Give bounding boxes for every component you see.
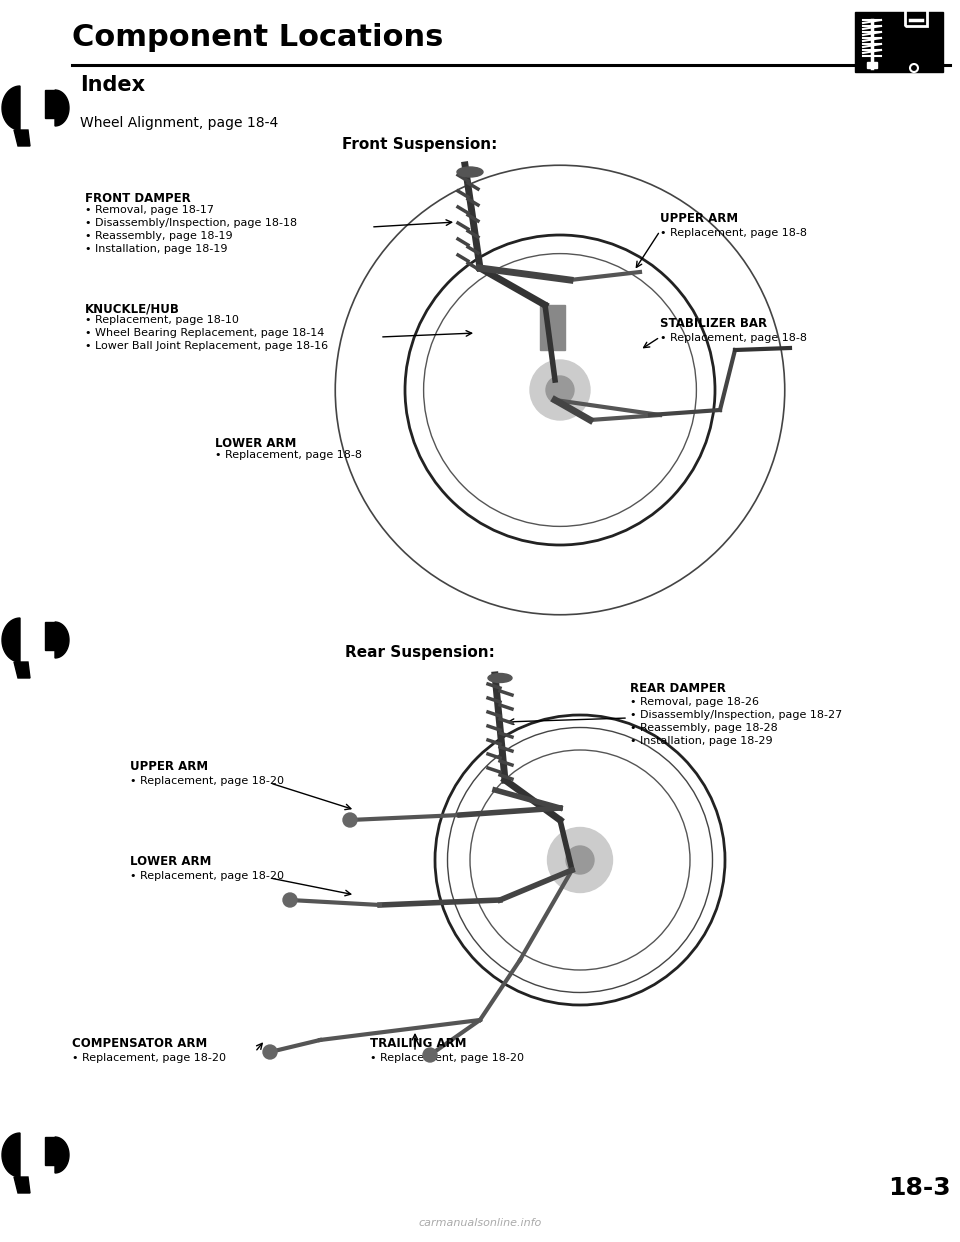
Text: • Replacement, page 18-8: • Replacement, page 18-8 bbox=[660, 333, 807, 343]
Circle shape bbox=[283, 893, 297, 907]
Text: • Wheel Bearing Replacement, page 18-14: • Wheel Bearing Replacement, page 18-14 bbox=[85, 328, 324, 338]
Text: Wheel Alignment, page 18-4: Wheel Alignment, page 18-4 bbox=[80, 116, 278, 130]
Polygon shape bbox=[45, 1136, 55, 1165]
Text: Front Suspension:: Front Suspension: bbox=[343, 137, 497, 152]
Ellipse shape bbox=[566, 846, 594, 874]
Polygon shape bbox=[55, 622, 69, 658]
Text: 18-3: 18-3 bbox=[888, 1176, 950, 1200]
Polygon shape bbox=[55, 89, 69, 125]
Text: REAR DAMPER: REAR DAMPER bbox=[630, 682, 726, 696]
Text: LOWER ARM: LOWER ARM bbox=[130, 854, 211, 868]
Text: • Reassembly, page 18-28: • Reassembly, page 18-28 bbox=[630, 723, 778, 733]
Text: • Replacement, page 18-20: • Replacement, page 18-20 bbox=[370, 1053, 524, 1063]
Text: Index: Index bbox=[80, 75, 145, 94]
Ellipse shape bbox=[530, 360, 590, 420]
Text: FRONT DAMPER: FRONT DAMPER bbox=[85, 193, 191, 205]
Polygon shape bbox=[14, 662, 30, 678]
Bar bbox=[855, 12, 943, 72]
Circle shape bbox=[423, 1048, 437, 1062]
Text: TRAILING ARM: TRAILING ARM bbox=[370, 1037, 467, 1049]
Text: • Installation, page 18-29: • Installation, page 18-29 bbox=[630, 737, 773, 746]
Text: • Installation, page 18-19: • Installation, page 18-19 bbox=[85, 243, 228, 255]
Circle shape bbox=[263, 1045, 277, 1059]
Bar bbox=[905, 0, 927, 26]
Polygon shape bbox=[2, 86, 20, 130]
Text: COMPENSATOR ARM: COMPENSATOR ARM bbox=[72, 1037, 207, 1049]
Polygon shape bbox=[45, 89, 55, 118]
Text: • Replacement, page 18-20: • Replacement, page 18-20 bbox=[130, 776, 284, 786]
Bar bbox=[867, 62, 877, 68]
Text: • Replacement, page 18-20: • Replacement, page 18-20 bbox=[130, 871, 284, 881]
Ellipse shape bbox=[488, 673, 512, 683]
Ellipse shape bbox=[547, 827, 612, 893]
Text: STABILIZER BAR: STABILIZER BAR bbox=[660, 317, 767, 330]
Polygon shape bbox=[2, 1133, 20, 1177]
Text: • Disassembly/Inspection, page 18-27: • Disassembly/Inspection, page 18-27 bbox=[630, 710, 842, 720]
Polygon shape bbox=[14, 130, 30, 147]
Text: • Replacement, page 18-8: • Replacement, page 18-8 bbox=[660, 229, 807, 238]
Text: • Replacement, page 18-20: • Replacement, page 18-20 bbox=[72, 1053, 226, 1063]
Bar bbox=[540, 306, 565, 350]
Text: • Replacement, page 18-10: • Replacement, page 18-10 bbox=[85, 315, 239, 325]
Text: • Disassembly/Inspection, page 18-18: • Disassembly/Inspection, page 18-18 bbox=[85, 219, 298, 229]
Text: • Lower Ball Joint Replacement, page 18-16: • Lower Ball Joint Replacement, page 18-… bbox=[85, 342, 328, 351]
Text: LOWER ARM: LOWER ARM bbox=[215, 437, 297, 450]
Text: • Reassembly, page 18-19: • Reassembly, page 18-19 bbox=[85, 231, 232, 241]
Ellipse shape bbox=[457, 166, 483, 178]
Ellipse shape bbox=[546, 376, 574, 404]
Text: UPPER ARM: UPPER ARM bbox=[130, 760, 208, 773]
Text: Rear Suspension:: Rear Suspension: bbox=[345, 645, 495, 660]
Circle shape bbox=[343, 814, 357, 827]
Text: • Removal, page 18-17: • Removal, page 18-17 bbox=[85, 205, 214, 215]
Polygon shape bbox=[45, 622, 55, 650]
Polygon shape bbox=[55, 1136, 69, 1172]
Text: carmanualsonline.info: carmanualsonline.info bbox=[419, 1218, 541, 1228]
Text: KNUCKLE/HUB: KNUCKLE/HUB bbox=[85, 302, 180, 315]
Polygon shape bbox=[14, 1177, 30, 1194]
Text: • Removal, page 18-26: • Removal, page 18-26 bbox=[630, 697, 759, 707]
Text: UPPER ARM: UPPER ARM bbox=[660, 212, 738, 225]
Polygon shape bbox=[2, 619, 20, 662]
Text: • Replacement, page 18-8: • Replacement, page 18-8 bbox=[215, 450, 362, 460]
Text: Component Locations: Component Locations bbox=[72, 24, 444, 52]
